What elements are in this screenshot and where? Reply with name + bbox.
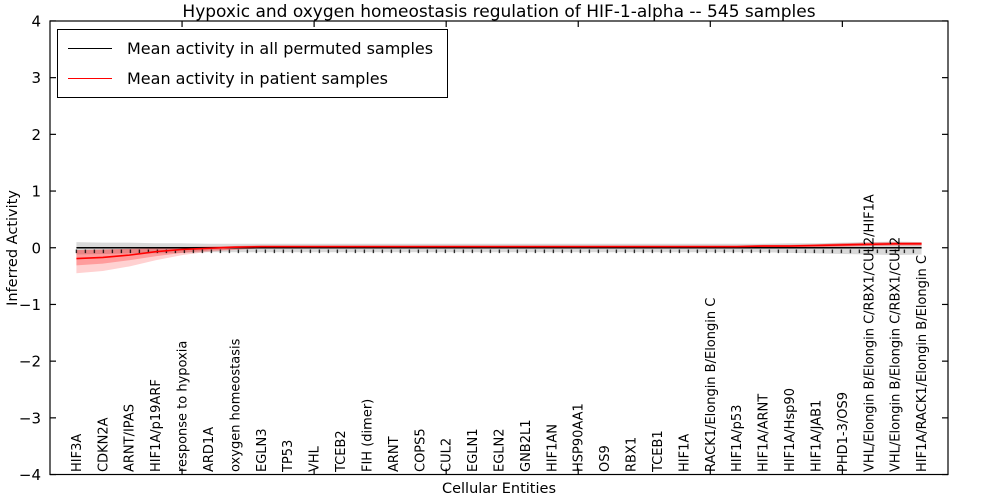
x-tick-label: TP53 [281, 440, 296, 473]
legend-label-permuted: Mean activity in all permuted samples [127, 39, 434, 58]
y-tick-label: −3 [19, 409, 41, 427]
x-tick-label: GNB2L1 [519, 419, 534, 472]
legend-line-patient-icon [68, 78, 112, 79]
x-tick-label: oxygen homeostasis [228, 338, 243, 472]
y-tick-label: 3 [31, 69, 41, 87]
x-tick-label: HIF3A [70, 434, 85, 472]
page-title: Hypoxic and oxygen homeostasis regulatio… [182, 2, 816, 22]
y-tick-label: 0 [31, 239, 41, 257]
y-tick-label: 2 [31, 126, 41, 144]
x-tick-label: HSP90AA1 [572, 403, 587, 472]
x-tick-label: HIF1A/p19ARF [149, 379, 164, 472]
x-tick-label: ARNT [387, 436, 402, 472]
x-tick-label: TCEB1 [651, 430, 666, 473]
x-tick-label: EGLN3 [255, 428, 270, 472]
x-tick-label: PHD1-3/OS9 [836, 392, 851, 472]
x-tick-label: HIF1A/ARNT [757, 394, 772, 472]
legend-label-patient: Mean activity in patient samples [127, 69, 388, 88]
y-tick-label: 4 [31, 12, 41, 30]
legend-item-permuted: Mean activity in all permuted samples [68, 37, 433, 60]
legend-line-permuted-icon [68, 48, 112, 49]
x-tick-label: EGLN2 [493, 428, 508, 472]
x-tick-label: CUL2 [440, 438, 455, 472]
x-tick-label: EGLN1 [466, 428, 481, 472]
x-tick-label: HIF1A/p53 [730, 405, 745, 472]
legend-item-patient: Mean activity in patient samples [68, 67, 433, 90]
x-tick-label: HIF1A/Hsp90 [783, 388, 798, 472]
legend: Mean activity in all permuted samples Me… [57, 29, 449, 98]
x-tick-label: ARD1A [202, 427, 217, 472]
y-tick-label: −2 [19, 353, 41, 371]
x-tick-label: VHL [308, 445, 323, 472]
y-tick-label: 1 [31, 183, 41, 201]
x-tick-label: HIF1A [677, 434, 692, 472]
x-tick-label: RACK1/Elongin B/Elongin C [704, 298, 719, 472]
y-tick-label: −4 [19, 466, 41, 484]
x-tick-label: ARNT/IPAS [123, 404, 138, 472]
x-tick-label: RBX1 [625, 437, 640, 472]
x-axis-label: Cellular Entities [441, 481, 557, 497]
x-tick-label: COPS5 [413, 428, 428, 472]
x-tick-label: OS9 [598, 445, 613, 472]
y-tick-label: −1 [19, 296, 41, 314]
x-tick-label: TCEB2 [334, 430, 349, 473]
x-tick-label: CDKN2A [96, 417, 111, 472]
x-tick-label: VHL/Elongin B/Elongin C/RBX1/CUL2 [889, 237, 904, 472]
x-tick-label: HIF1A/JAB1 [809, 400, 824, 472]
x-tick-label: VHL/Elongin B/Elongin C/RBX1/CUL2/HIF1A [862, 194, 877, 472]
x-tick-label: HIF1A/RACK1/Elongin B/Elongin C [915, 255, 930, 472]
patient-mean-line [76, 242, 922, 260]
x-tick-label: FIH (dimer) [360, 399, 375, 472]
x-tick-label: response to hypoxia [176, 341, 191, 472]
x-tick-label: HIF1AN [545, 424, 560, 472]
